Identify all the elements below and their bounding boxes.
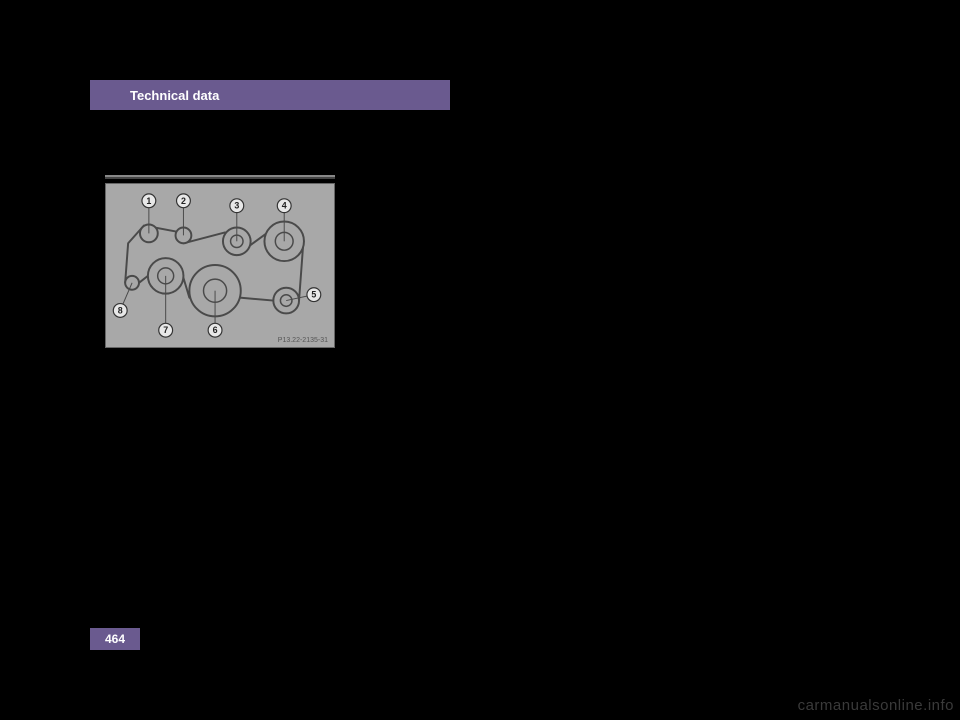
belt-diagram-svg: 1 2 3 4 5 6 7 8 xyxy=(106,184,334,347)
label-text-7: 7 xyxy=(163,325,168,335)
diagram-divider xyxy=(105,175,335,179)
label-text-5: 5 xyxy=(311,290,316,300)
belt-diagram-container: 1 2 3 4 5 6 7 8 P13.22-2135-31 xyxy=(105,175,335,348)
manual-page: Technical data 1 2 3 4 5 6 7 8 P13.22-2135-31 4… xyxy=(50,50,910,670)
page-number-band: 464 xyxy=(90,628,140,650)
label-text-2: 2 xyxy=(181,196,186,206)
label-text-4: 4 xyxy=(282,201,287,211)
section-title: Technical data xyxy=(130,88,219,103)
diagram-code: P13.22-2135-31 xyxy=(278,337,328,344)
label-text-3: 3 xyxy=(234,201,239,211)
watermark: carmanualsonline.info xyxy=(798,697,954,714)
pulley-5 xyxy=(273,288,299,314)
section-header-band: Technical data xyxy=(90,80,450,110)
page-number: 464 xyxy=(105,632,125,646)
label-text-1: 1 xyxy=(146,196,151,206)
belt-routing-diagram: 1 2 3 4 5 6 7 8 P13.22-2135-31 xyxy=(105,183,335,348)
label-text-8: 8 xyxy=(118,305,123,315)
label-text-6: 6 xyxy=(213,325,218,335)
